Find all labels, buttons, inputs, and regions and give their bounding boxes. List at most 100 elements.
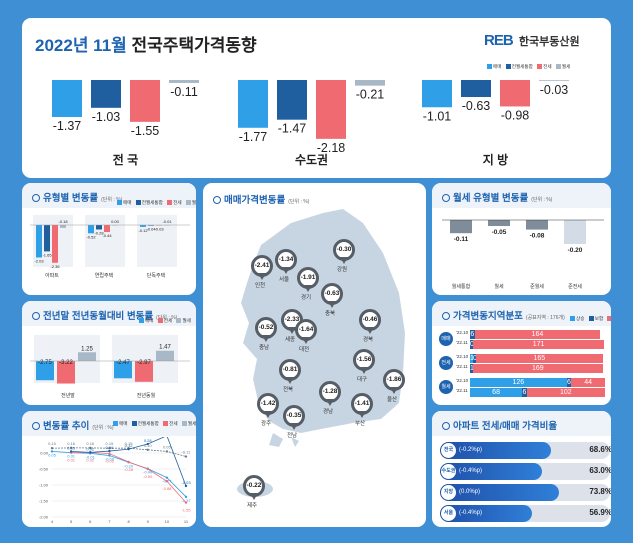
page-title: 2022년 11월 전국주택가격동향 — [35, 36, 257, 55]
type-bar — [44, 225, 50, 252]
chart-icon — [442, 194, 450, 202]
map-pin-region: 전북 — [283, 387, 294, 393]
distribution-segment: 171 — [473, 340, 605, 349]
map-pin-region: 서울 — [279, 277, 290, 283]
ratio-fill — [440, 463, 542, 480]
trend-jeonse-label: -0.88 — [162, 486, 172, 491]
distribution-legend: 상승 보합 하락 — [567, 316, 611, 322]
ratio-value: 56.9% — [589, 508, 611, 517]
distribution-segment: 1 — [470, 354, 474, 363]
map-pin-tip — [302, 337, 310, 344]
yoy-bar — [57, 361, 75, 384]
ratio-change: (0.0%p) — [459, 489, 481, 495]
type-bar-label: -1.65 — [42, 252, 52, 257]
trend-xtick: 7 — [108, 519, 111, 524]
trend-rent-point — [108, 449, 111, 453]
trend-legend: 매매 전월세통합 전세 월세 — [110, 421, 196, 427]
trend-sale-label: 0.01 — [67, 454, 76, 459]
yoy-bar-label: -2.47 — [116, 360, 130, 366]
trend-jeonse-point — [146, 467, 149, 471]
top-bar — [277, 80, 307, 120]
type-bar — [36, 225, 42, 258]
trend-xtick: 6 — [89, 519, 92, 524]
trend-wolse-point — [69, 446, 73, 450]
distribution-segment: 0 — [470, 340, 474, 349]
trend-ytick: 0.00 — [40, 451, 49, 456]
trend-card: 변동률 추이 (단위 : %) 매매 전월세통합 전세 월세 0.00 -0.50-… — [22, 411, 196, 527]
wolse-bar-label: -0.11 — [454, 236, 469, 243]
trend-sale-label: -0.49 — [143, 470, 153, 475]
type-group-label: 단독주택 — [147, 272, 166, 279]
map-pin-tip — [328, 301, 336, 308]
type-bar-label: -0.28 — [94, 230, 104, 235]
type-bar — [88, 225, 94, 234]
trend-xtick: 5 — [70, 519, 73, 524]
distribution-segment: 102 — [526, 388, 605, 397]
top-bar — [316, 80, 346, 139]
trend-rent-label: 0.12 — [125, 443, 134, 448]
ratio-fill — [440, 505, 532, 522]
wolse-bar — [488, 220, 510, 226]
trend-jeonse-label: 0.02 — [86, 457, 95, 462]
map-pin-tip — [262, 335, 270, 342]
wolse-bar-label: -0.05 — [492, 229, 507, 236]
map-card: 매매가격변동률 (단위 : %) -2.41 인천 -1.34 서울 -1.91 경기 -0.… — [203, 183, 426, 527]
ratio-fill — [440, 484, 560, 501]
trend-rent-point — [69, 450, 73, 453]
trend-chart: 0.00-0.50-1.00-1.50-2.004 5 6 7 8 9 10 110.15 0.… — [39, 437, 191, 524]
trend-sale-label: -0.08 — [105, 457, 115, 462]
wolse-bar — [564, 220, 586, 244]
wolse-bar — [526, 220, 548, 230]
top-bar-label: -1.77 — [239, 130, 268, 144]
trend-rent-label: 0.05 — [67, 445, 76, 450]
brand-logo: REB 한국부동산원 — [484, 32, 580, 49]
trend-ytick: -1.00 — [39, 483, 49, 488]
distribution-segment: 0 — [473, 354, 477, 363]
trend-wolse-label: 0.16 — [86, 441, 95, 446]
map-pin-tip — [366, 327, 374, 334]
trend-sale-point — [165, 476, 169, 479]
top-bar-chart: -1.37 -1.03 -1.55 -0.11 전 국 -1.77 -1.47 -2.18 -0… — [52, 80, 569, 167]
trend-jeonse-label: -0.50 — [143, 474, 153, 479]
distribution-period: '22.11 — [456, 340, 468, 345]
yoy-change-title: 전년말 전년동월대비 변동률 (단위 : %) — [32, 308, 177, 322]
chart-icon — [442, 312, 450, 320]
map-pin-tip — [290, 423, 298, 430]
map-pin-tip — [264, 411, 272, 418]
top-bar — [169, 80, 199, 83]
trend-jeonse-label: -1.55 — [181, 508, 191, 513]
trend-xtick: 9 — [147, 519, 150, 524]
distribution-segment: 126 — [470, 378, 567, 387]
map-pin: -1.56 — [353, 349, 375, 375]
distribution-group-label: 매매 — [439, 332, 453, 346]
trend-rent-point — [146, 442, 149, 446]
map-pin: -1.34 — [275, 249, 297, 275]
distribution-period: '22.10 — [456, 330, 469, 335]
type-bar-label: -0.03 — [154, 227, 164, 232]
trend-jeonse-point — [184, 501, 188, 504]
map-pin-value: -2.41 — [251, 255, 273, 277]
map-pin-region: 경남 — [323, 409, 334, 415]
map-pin: -0.35 — [283, 405, 305, 431]
top-bar — [461, 80, 491, 98]
map-pin-region: 대전 — [299, 347, 310, 353]
trend-wolse-point — [165, 450, 169, 453]
type-change-chart: -2.03-1.65 -2.36 -0.18 아파트 -0.52-0.28-0.44 0.… — [30, 215, 190, 279]
type-group-label: 연립주택 — [95, 272, 114, 279]
wolse-bar-name: 준월세 — [530, 283, 544, 290]
trend-sale-label: -0.29 — [124, 463, 134, 468]
top-group-label: 지 방 — [483, 152, 508, 167]
map-pin-region: 광주 — [261, 421, 272, 427]
trend-title: 변동률 추이 (단위 : %) — [32, 418, 114, 432]
map-pin-tip — [326, 399, 334, 406]
trend-xtick: 11 — [184, 519, 189, 524]
map-pin-region: 제주 — [247, 503, 258, 509]
ratio-row: 서울 (-0.4%p) 56.9% — [440, 505, 611, 522]
type-change-card: 유형별 변동률(단위 : %) 매매 전월세통합 전세 월세 -2.03-1.6… — [22, 183, 196, 295]
map-pin-region: 전남 — [287, 433, 298, 439]
trend-xtick: 4 — [51, 519, 54, 524]
korea-map — [237, 209, 405, 497]
map-pin-region: 세종 — [285, 337, 296, 343]
wolse-bar-label: -0.20 — [568, 247, 583, 254]
ratio-region: 서울 — [441, 506, 456, 521]
